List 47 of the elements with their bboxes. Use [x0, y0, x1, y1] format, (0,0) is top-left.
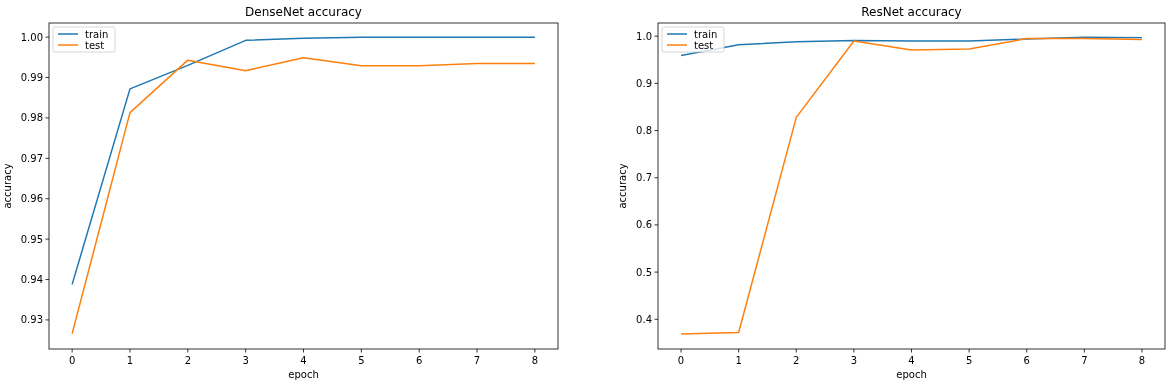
y-tick-label: 0.98	[20, 112, 43, 124]
line-series	[680, 36, 1143, 57]
legend-label: test	[694, 39, 714, 51]
x-tick-label: 7	[473, 355, 481, 366]
y-tick-label: 0.8	[636, 125, 652, 137]
chart-title: ResNet accuracy	[861, 5, 962, 19]
y-tick-label: 0.95	[20, 233, 43, 245]
line-series	[680, 37, 1143, 335]
x-tick-label: 0	[68, 355, 76, 366]
y-tick-label: 0.6	[636, 219, 652, 231]
legend-label: train	[85, 28, 109, 40]
y-tick-label: 0.9	[636, 77, 652, 89]
x-tick-label: 1	[126, 355, 134, 366]
x-tick-label: 2	[793, 355, 800, 366]
legend-label: train	[694, 28, 718, 40]
x-tick-label: 7	[1081, 355, 1088, 366]
x-tick-label: 1	[735, 355, 742, 366]
x-tick-label: 4	[300, 355, 307, 366]
x-tick-label: 4	[908, 355, 915, 366]
legend-label: test	[85, 39, 105, 51]
y-tick-label: 1.0	[636, 30, 652, 42]
x-tick-label: 3	[850, 355, 858, 366]
y-tick-label: 0.97	[20, 152, 43, 164]
x-axis-title: epoch	[288, 369, 319, 380]
x-tick-label: 2	[184, 355, 192, 366]
x-tick-label: 3	[242, 355, 249, 366]
line-series	[71, 56, 536, 335]
y-tick-label: 0.94	[20, 274, 43, 286]
x-tick-label: 6	[1023, 355, 1030, 366]
x-tick-label: 5	[358, 355, 365, 366]
y-tick-label: 0.5	[636, 266, 652, 278]
y-tick-label: 0.99	[20, 72, 43, 84]
x-tick-label: 0	[677, 355, 685, 366]
x-tick-label: 8	[531, 355, 539, 366]
line-series	[71, 36, 536, 286]
x-tick-label: 6	[415, 355, 423, 366]
y-tick-label: 0.96	[20, 193, 43, 205]
x-axis-title: epoch	[896, 369, 927, 380]
y-tick-label: 0.7	[636, 172, 652, 184]
y-tick-label: 0.93	[20, 314, 43, 326]
y-axis-title: accuracy	[617, 163, 628, 209]
y-axis-title: accuracy	[2, 163, 13, 209]
x-tick-label: 8	[1138, 355, 1146, 366]
y-tick-label: 1.00	[20, 31, 43, 43]
chart-title: DenseNet accuracy	[245, 5, 362, 19]
y-tick-label: 0.4	[636, 313, 652, 325]
x-tick-label: 5	[965, 355, 973, 366]
